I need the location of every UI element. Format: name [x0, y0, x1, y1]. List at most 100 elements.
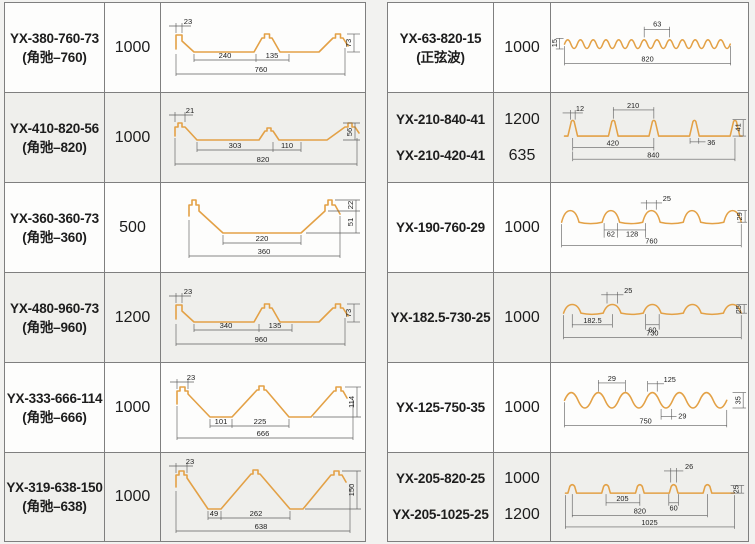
- dimension-annotations: 25 62 128 29 760: [561, 193, 748, 247]
- profile-diagram-cell: 12 210 420 36 41 840: [550, 92, 749, 183]
- table-row: YX-63-820-15 (正弦波) 1000 15 63 820: [387, 2, 749, 93]
- model-cell: YX-380-760-73 (角弛–760): [4, 2, 105, 93]
- table-row: YX-190-760-29 1000 25 62 128 29: [387, 182, 749, 273]
- dim-label: 205: [616, 494, 628, 503]
- profile-diagram-svg: 21 303 110 56 820: [169, 106, 360, 166]
- dim-label: 135: [269, 321, 282, 330]
- coil-width-cell: 1000: [493, 182, 551, 273]
- dim-label: 210: [627, 101, 639, 110]
- model-name: YX-125-750-35: [396, 400, 485, 415]
- dim-label: 262: [250, 509, 263, 518]
- coil-width-cell: 1000 1200: [493, 452, 551, 542]
- profile-diagram-svg: 25 62 128 29 760: [560, 193, 748, 247]
- profile-diagram-svg: 29 125 29 35 750: [563, 373, 747, 427]
- profile-diagram-cell: 23 49 262 150 638: [160, 452, 366, 542]
- table-row: YX-380-760-73 (角弛–760) 1000 23 240 135: [4, 2, 366, 93]
- model-name: YX-210-840-41: [396, 111, 485, 127]
- dim-label: 25: [663, 193, 671, 202]
- profile-diagram-svg: 25 182.5 60 25 730: [562, 285, 748, 339]
- model-cell: YX-480-960-73 (角弛–960): [4, 272, 105, 363]
- profile-diagram-svg: 15 63 820: [551, 19, 732, 65]
- model-name: YX-380-760-73: [10, 30, 99, 46]
- model-alias: (正弦波): [416, 49, 465, 65]
- profile-outline: [564, 483, 736, 494]
- profile-outline: [174, 121, 360, 141]
- dimension-annotations: 22 51 220 360: [188, 199, 360, 258]
- dim-label: 23: [187, 373, 195, 382]
- dim-label: 760: [255, 65, 268, 74]
- model-name: YX-210-420-41: [396, 147, 485, 163]
- dim-label: 22: [346, 200, 355, 208]
- profile-diagram-cell: 21 303 110 56 820: [160, 92, 366, 183]
- dim-label: 29: [608, 373, 616, 382]
- dim-label: 240: [219, 51, 232, 60]
- dim-label: 36: [707, 137, 715, 146]
- dim-label: 23: [186, 457, 194, 466]
- dimension-annotations: 26 205 60 820 1025 25: [565, 462, 745, 529]
- dimension-annotations: 23 340 135 73 960: [169, 287, 360, 346]
- model-name: YX-205-1025-25: [392, 507, 489, 522]
- profile-outline: [175, 302, 349, 323]
- model-name: YX-480-960-73: [10, 300, 99, 316]
- model-alias: (角弛–960): [22, 319, 87, 335]
- dim-label: 420: [607, 138, 619, 147]
- coil-width-value: 1000: [114, 488, 151, 505]
- dim-label: 60: [648, 325, 656, 334]
- dim-label: 1025: [641, 518, 657, 527]
- dim-label: 41: [733, 123, 742, 131]
- table-row: YX-480-960-73 (角弛–960) 1200 23 340 135: [4, 272, 366, 363]
- dim-label: 60: [670, 504, 678, 513]
- profile-diagram-cell: 23 340 135 73 960: [160, 272, 366, 363]
- model-alias: (角弛–666): [22, 409, 87, 425]
- coil-width-value: 1000: [114, 128, 151, 146]
- dim-label: 125: [664, 374, 676, 383]
- table-row: YX-410-820-56 (角弛–820) 1000 21 303 110: [4, 92, 366, 183]
- dim-label: 73: [344, 308, 353, 316]
- profile-diagram-cell: 23 101 225 114 666: [160, 362, 366, 453]
- model-name: YX-333-666-114: [6, 390, 103, 406]
- dim-label: 62: [607, 229, 615, 238]
- coil-width-value: 1000: [504, 398, 540, 416]
- model-alias: (角弛–760): [22, 49, 87, 65]
- dim-label: 25: [624, 285, 632, 294]
- coil-width-value: 635: [508, 146, 536, 164]
- model-alias: (角弛–820): [22, 139, 87, 155]
- model-cell: YX-333-666-114 (角弛–666): [4, 362, 105, 453]
- dim-label: 840: [647, 150, 659, 159]
- dim-label: 35: [733, 396, 742, 404]
- dim-label: 25: [734, 305, 743, 313]
- dimension-annotations: 21 303 110 56 820: [169, 106, 360, 166]
- profile-diagram-svg: 23 101 225 114 666: [170, 373, 361, 440]
- model-name: YX-410-820-56: [10, 120, 99, 136]
- dimension-annotations: 29 125 29 35 750: [564, 373, 747, 427]
- coil-width-value: 1000: [114, 398, 151, 416]
- model-cell: YX-190-760-29: [387, 182, 494, 273]
- dim-label: 73: [344, 38, 353, 46]
- dim-label: 29: [678, 411, 686, 420]
- dim-label: 303: [229, 141, 242, 150]
- model-cell: YX-319-638-150 (角弛–638): [4, 452, 105, 542]
- coil-width-value: 1000: [504, 308, 540, 326]
- dimension-annotations: 23 101 225 114 666: [170, 373, 361, 440]
- model-cell: YX-410-820-56 (角弛–820): [4, 92, 105, 183]
- dim-label: 220: [256, 234, 269, 243]
- dimension-annotations: 25 182.5 60 25 730: [563, 285, 748, 339]
- dimension-annotations: 15 63 820: [551, 19, 731, 65]
- model-cell: YX-182.5-730-25: [387, 272, 494, 363]
- dim-label: 820: [257, 155, 270, 164]
- dimension-annotations: 12 210 420 36 41 840: [562, 101, 747, 161]
- coil-width-cell: 1000: [104, 362, 161, 453]
- table-row: YX-360-360-73 (角弛–360) 500 22 51 220: [4, 182, 366, 273]
- dim-label: 26: [685, 462, 693, 471]
- dim-label: 110: [281, 141, 293, 150]
- profile-diagram-cell: 15 63 820: [550, 2, 749, 93]
- model-cell: YX-210-840-41 YX-210-420-41: [387, 92, 494, 183]
- profile-table-left: YX-380-760-73 (角弛–760) 1000 23 240 135: [4, 2, 366, 542]
- model-name: YX-360-360-73: [10, 210, 99, 226]
- profile-diagram-cell: 29 125 29 35 750: [550, 362, 749, 453]
- dim-label: 49: [210, 509, 218, 518]
- coil-width-value: 500: [119, 218, 146, 236]
- model-cell: YX-63-820-15 (正弦波): [387, 2, 494, 93]
- profile-diagram-svg: 12 210 420 36 41 840: [562, 101, 747, 161]
- coil-width-value: 1000: [114, 38, 151, 56]
